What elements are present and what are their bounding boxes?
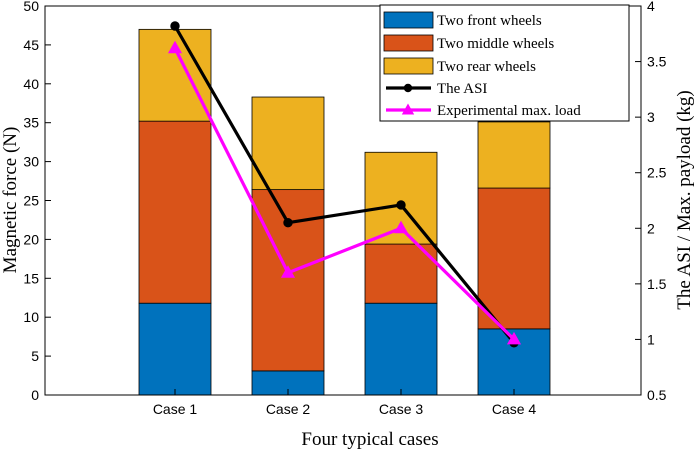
y-right-tick-label: 3.5 [647, 54, 667, 70]
line-layer [167, 21, 522, 348]
x-tick-label: Case 3 [379, 401, 424, 417]
legend-marker [401, 103, 415, 115]
y-left-tick-label: 40 [23, 76, 39, 92]
legend-label: Experimental max. load [437, 103, 581, 119]
bar-segment [364, 302, 438, 396]
x-axis-label: Four typical cases [301, 429, 438, 450]
y-right-tick-label: 4 [647, 0, 655, 14]
data-point [393, 220, 409, 234]
axes-layer: 0 5 10 15 20 25 30 35 40 45 50 0.5 1 1.5 2 2.5 3 3.5 4 Case… [23, 0, 666, 417]
data-point [283, 218, 293, 228]
bar-layer [138, 28, 551, 396]
y-right-tick-label: 3 [647, 109, 655, 125]
series-line [173, 47, 516, 341]
legend-swatch [383, 57, 434, 75]
y-right-tick-label: 1 [647, 331, 655, 347]
legend-label: The ASI [437, 81, 487, 97]
y-left-tick-label: 10 [23, 309, 39, 325]
legend-label: Two front wheels [437, 13, 542, 29]
y-left-tick-label: 25 [23, 193, 39, 209]
legend-label: Two middle wheels [437, 36, 554, 52]
y-left-tick-label: 35 [23, 115, 39, 131]
y-left-tick-label: 30 [23, 154, 39, 170]
y-right-tick-label: 0.5 [647, 387, 667, 403]
data-point [396, 200, 406, 210]
y-left-tick-label: 15 [23, 270, 39, 286]
y-axis-left-label: Magnetic force (N) [0, 127, 21, 274]
bar-segment [138, 120, 212, 304]
y-right-tick-label: 2 [647, 220, 655, 236]
data-point [167, 40, 183, 54]
data-point [506, 331, 522, 345]
y-right-tick-label: 2.5 [647, 165, 667, 181]
y-left-tick-label: 5 [31, 348, 39, 364]
x-tick-label: Case 1 [153, 401, 198, 417]
legend-label: Two rear wheels [437, 59, 536, 75]
legend: Two front wheels Two middle wheels Two rea… [379, 4, 630, 122]
y-left-tick-label: 45 [23, 37, 39, 53]
y-axis-right-label: The ASI / Max. payload (kg) [674, 90, 695, 310]
x-tick-label: Case 2 [266, 401, 311, 417]
data-point [170, 21, 180, 31]
y-left-tick-label: 0 [31, 387, 39, 403]
bar-segment [251, 189, 325, 372]
y-left-tick-label: 50 [23, 0, 39, 14]
legend-swatch [383, 11, 434, 29]
legend-swatch [383, 34, 434, 52]
series-line [173, 25, 516, 344]
y-right-tick-label: 1.5 [647, 276, 667, 292]
x-tick-label: Case 4 [492, 401, 537, 417]
bar-segment [251, 96, 325, 191]
bar-segment [138, 302, 212, 396]
bar-segment [477, 121, 551, 189]
bar-segment [477, 187, 551, 330]
y-left-tick-label: 20 [23, 231, 39, 247]
legend-marker [403, 83, 413, 93]
data-point [280, 265, 296, 278]
